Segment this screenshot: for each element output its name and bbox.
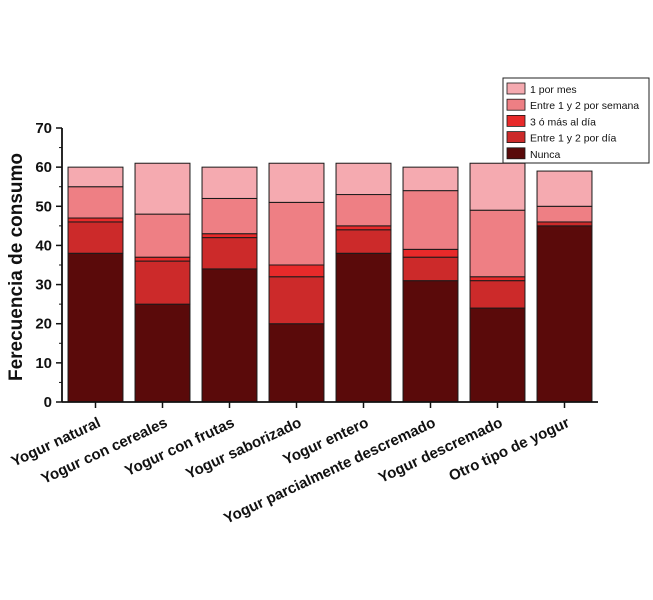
bar-segment <box>402 248 459 258</box>
bar-segment <box>268 264 325 278</box>
bar-segment <box>402 256 459 282</box>
bar-segment <box>469 276 526 282</box>
bar-segment <box>402 280 459 403</box>
y-tick-label: 50 <box>35 198 52 215</box>
bar-segment <box>335 162 392 196</box>
y-tick-label: 60 <box>35 159 52 176</box>
bar-segment <box>67 166 124 188</box>
bar-segment <box>335 194 392 227</box>
bar-segment <box>469 209 526 278</box>
legend-swatch <box>506 82 526 95</box>
bar-segment <box>134 256 191 262</box>
bar-segment <box>268 201 325 266</box>
legend: 1 por mes Entre 1 y 2 por semana 3 ó más a… <box>502 77 650 164</box>
y-tick-label: 70 <box>35 120 52 137</box>
legend-label: Nunca <box>530 149 561 161</box>
bar-segment <box>268 323 325 403</box>
y-tick-label: 0 <box>44 394 52 411</box>
bar-segment <box>335 225 392 231</box>
bar-segment <box>201 268 258 403</box>
y-tick-label: 10 <box>35 355 52 372</box>
bar-segment <box>67 186 124 219</box>
bar-segment <box>67 252 124 403</box>
y-tick-label: 30 <box>35 277 52 294</box>
bar-segment <box>469 307 526 403</box>
bar-segment <box>67 217 124 223</box>
bars-group <box>67 162 593 403</box>
bar-segment <box>469 162 526 211</box>
bar-segment <box>201 233 258 239</box>
bar-segment <box>536 205 593 223</box>
bar-segment <box>134 162 191 215</box>
bar-segment <box>536 170 593 207</box>
bar-segment <box>335 229 392 254</box>
bar-segment <box>134 260 191 305</box>
bar-segment <box>134 213 191 258</box>
legend-label: Entre 1 y 2 por semana <box>530 100 639 112</box>
y-tick-label: 40 <box>35 237 52 254</box>
legend-label: Entre 1 y 2 por día <box>530 133 617 145</box>
bar-segment <box>402 190 459 250</box>
legend-swatch <box>506 98 526 111</box>
legend-swatch <box>506 131 526 144</box>
legend-label: 3 ó más al día <box>530 116 596 128</box>
bar-segment <box>67 221 124 254</box>
bar-segment <box>536 225 593 403</box>
bar-segment <box>268 162 325 203</box>
bar-segment <box>469 280 526 309</box>
bar-segment <box>201 197 258 235</box>
x-category-label: Yogur saborizado <box>183 414 304 482</box>
bar-segment <box>536 221 593 227</box>
y-axis-title: Ferecuencia de consumo <box>6 153 27 381</box>
x-category-label: Yogur con frutas <box>122 414 237 480</box>
legend-box <box>502 77 650 164</box>
bar-segment <box>201 237 258 270</box>
legend-swatch <box>506 115 526 127</box>
bar-segment <box>335 252 392 403</box>
x-category-label: Otro tipo de yogur <box>446 414 572 485</box>
bar-segment <box>134 303 191 403</box>
legend-label: 1 por mes <box>530 84 577 96</box>
y-tick-label: 20 <box>35 316 52 333</box>
bar-segment <box>201 166 258 199</box>
legend-swatch <box>506 147 526 160</box>
bar-segment <box>402 166 459 192</box>
bar-segment <box>268 276 325 325</box>
